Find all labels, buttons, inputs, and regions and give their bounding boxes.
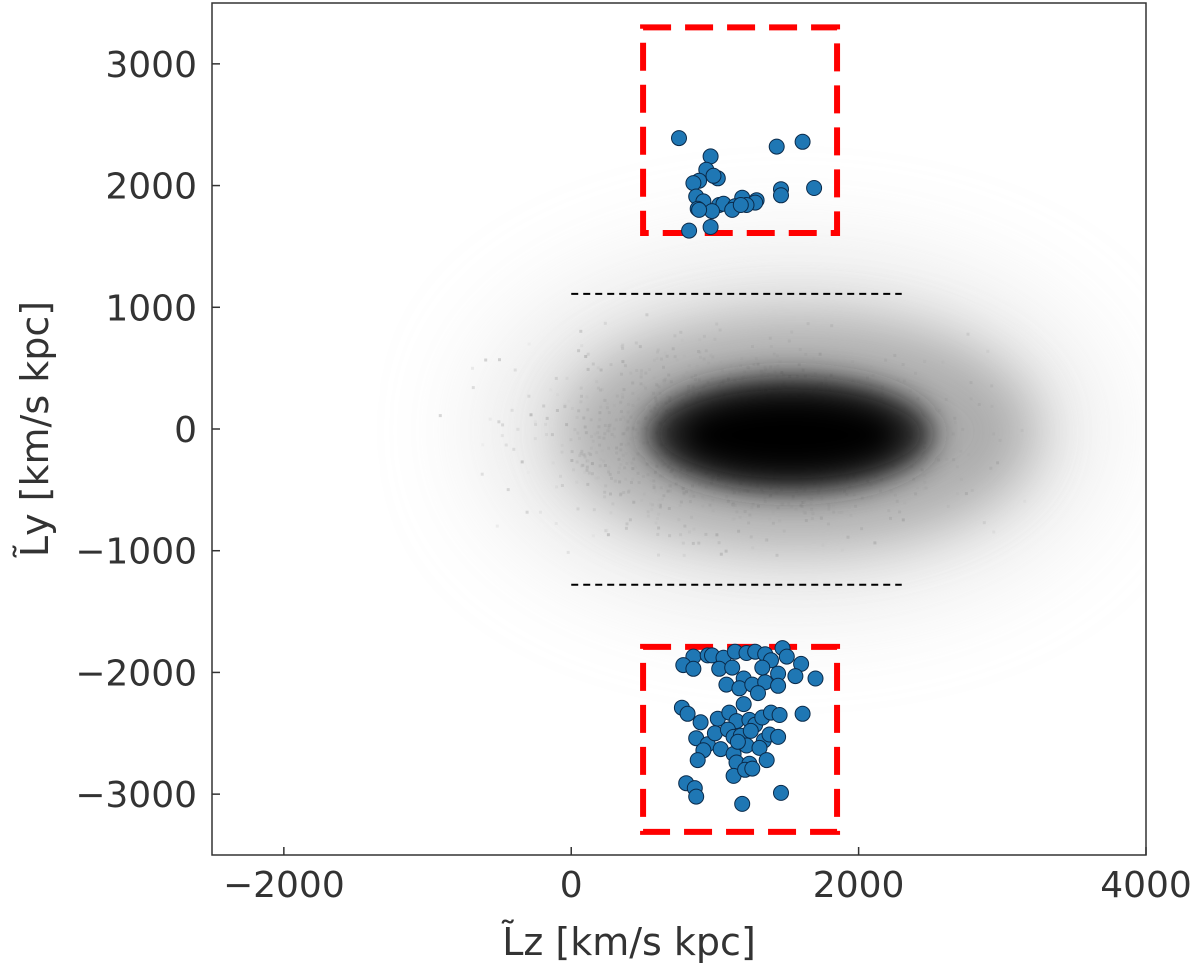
data-point [732,197,749,213]
y-tick-label: 0 [174,410,197,451]
density-pixel [566,550,570,554]
density-pixel [471,386,475,390]
selection-box-upper [640,24,841,237]
density-pixel [488,417,492,421]
data-point [724,659,741,676]
data-points [671,130,824,812]
data-point [770,728,787,745]
data-point [705,167,722,184]
data-point [758,752,775,769]
data-point [770,677,787,694]
data-point [671,130,687,147]
data-point [794,705,811,722]
data-point [806,180,823,196]
data-point [679,705,696,722]
density-pixel [471,366,474,370]
x-tick-label: −2000 [223,865,345,906]
data-point [685,660,702,677]
y-axis-title: L̃y [km/s kpc] [13,301,57,558]
data-point [773,784,789,801]
data-point [729,733,746,750]
density-core [680,397,900,473]
y-tick-label: −2000 [75,653,197,694]
data-point [751,739,768,756]
data-point [681,222,698,239]
data-point [702,148,719,165]
density-pixel [438,414,442,418]
density-pixel [481,443,485,447]
data-point [768,138,785,155]
x-axis-ticks: −2000 0 2000 4000 [223,847,1192,906]
x-tick-label: 4000 [1100,865,1192,906]
data-point [771,707,788,723]
data-point [702,219,719,235]
density-pixel [506,488,510,492]
y-tick-label: −1000 [75,532,197,573]
y-tick-label: 3000 [105,45,197,86]
density-pixel [498,358,501,362]
data-point [807,670,824,687]
data-point [754,659,771,676]
y-tick-label: −3000 [75,775,197,816]
data-point [685,175,702,192]
data-point [773,187,789,204]
data-point [787,668,804,685]
data-point [692,714,709,731]
density-pixel [495,524,499,528]
y-tick-label: 1000 [105,288,197,329]
data-point [794,133,811,150]
data-point [742,722,759,739]
data-point [744,760,761,777]
data-point [691,201,708,218]
density-pixel [525,510,529,514]
density-background [438,265,1090,595]
x-tick-label: 0 [560,865,583,906]
density-pixel [480,472,484,476]
density-pixel [527,342,531,346]
data-point [689,752,706,769]
y-axis-ticks: −3000 −2000 −1000 0 1000 2000 3000 [75,45,220,816]
data-point [688,788,705,805]
x-tick-label: 2000 [813,865,905,906]
density-pixel [484,358,488,362]
x-axis-title: L̃z [km/s kpc] [501,920,756,964]
data-point [734,795,751,812]
data-point [750,685,766,702]
data-point [735,696,752,713]
y-tick-label: 2000 [105,167,197,208]
data-point [778,648,795,665]
